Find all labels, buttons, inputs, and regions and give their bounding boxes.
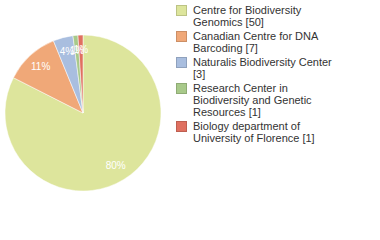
svg-text:11%: 11% bbox=[31, 61, 50, 72]
svg-text:4%: 4% bbox=[59, 46, 75, 58]
svg-text:80%: 80% bbox=[106, 160, 126, 171]
svg-text:1%: 1% bbox=[74, 44, 89, 55]
html-text:Research Center in Biodiversit: Research Center in Biodiversity and Gene… bbox=[193, 82, 312, 118]
html-text:Centre for Biodiversity Genomi: Centre for Biodiversity Genomics [50] bbox=[193, 4, 302, 28]
html-text:Naturalis Biodiversity Center: Naturalis Biodiversity Center [3] bbox=[193, 56, 332, 80]
html-text:Canadian Centre for DNA Barcod: Canadian Centre for DNA Barcoding [7] bbox=[193, 30, 318, 54]
html-text:Biology department of Universi: Biology department of University of Flor… bbox=[193, 120, 315, 144]
